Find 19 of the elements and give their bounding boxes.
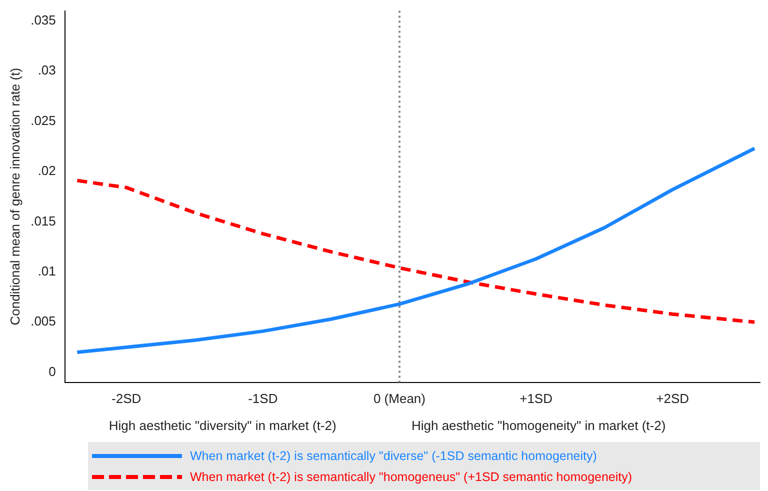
y-tick-label: .02 (38, 163, 56, 178)
text: When market (t-2) is semantically "homogeneus" (+1SD semantic homogeneity) (190, 470, 632, 484)
x-tick-label: -2SD (112, 390, 142, 406)
text: When market (t-2) is semantically "diverse" (-1SD semantic homogeneity) (190, 448, 597, 462)
y-tick-label: .025 (30, 112, 56, 128)
y-tick-label: .015 (30, 213, 56, 228)
x-tick-label: +2SD (656, 390, 690, 406)
x-tick-label: -1SD (248, 390, 278, 406)
line-series (75, 178, 756, 324)
y-tick-label: .03 (38, 62, 56, 78)
x-tick-label: +1SD (520, 390, 552, 406)
y-axis-title: Conditional mean of genre innovation rate (t) (7, 68, 22, 326)
y-tick-label: .005 (30, 314, 56, 329)
y-tick-label: .01 (38, 264, 56, 278)
text: High aesthetic "diversity" in market (t-2) (108, 418, 336, 434)
text: High aesthetic "homogeneity" in market (t-2) (411, 418, 666, 434)
y-tick-label: 0 (48, 364, 56, 379)
y-tick-label: .035 (30, 12, 56, 28)
x-tick-label: 0 (Mean) (373, 390, 426, 406)
